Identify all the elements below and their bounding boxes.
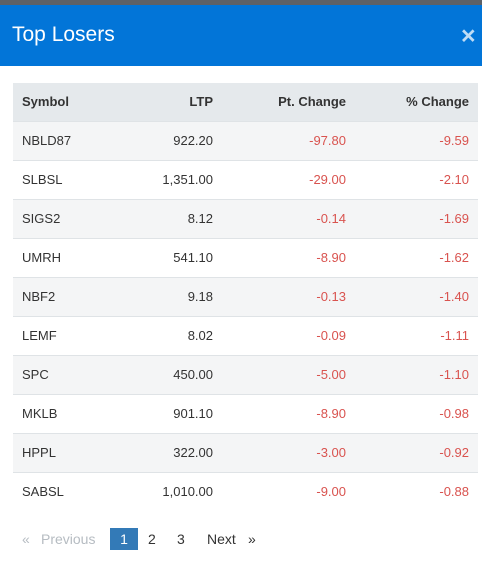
ltp-cell: 1,010.00 (162, 484, 213, 500)
table-row: SIGS2 8.12 -0.14 -1.69 (13, 199, 478, 238)
column-header-pct-change: % Change (406, 94, 469, 110)
table-row: SPC 450.00 -5.00 -1.10 (13, 355, 478, 394)
pct-change-cell: -1.62 (439, 250, 469, 265)
table-row: HPPL 322.00 -3.00 -0.92 (13, 433, 478, 472)
pt-change-cell: -0.13 (316, 289, 346, 304)
page-1-button[interactable]: 1 (110, 528, 138, 550)
symbol-cell: NBLD87 (22, 133, 72, 148)
ltp-cell: 1,351.00 (162, 172, 213, 187)
pct-change-cell: -0.88 (439, 484, 469, 500)
column-header-symbol: Symbol (22, 94, 69, 110)
symbol-cell: SLBSL (22, 172, 63, 187)
pt-change-cell: -3.00 (316, 445, 346, 460)
column-header-pt-change: Pt. Change (278, 94, 346, 110)
symbol-cell: SPC (22, 367, 49, 382)
symbol-cell: SABSL (22, 484, 64, 500)
ltp-cell: 922.20 (173, 133, 213, 148)
pct-change-cell: -0.98 (439, 406, 469, 421)
table-row: SABSL 1,010.00 -9.00 -0.88 (13, 472, 478, 511)
pct-change-cell: -0.92 (439, 445, 469, 460)
symbol-cell: LEMF (22, 328, 57, 343)
backdrop-strip (0, 0, 482, 5)
ltp-cell: 541.10 (173, 250, 213, 265)
symbol-cell: NBF2 (22, 289, 56, 304)
modal-title: Top Losers (12, 23, 115, 46)
previous-arrow-icon: « (22, 531, 30, 547)
ltp-cell: 322.00 (173, 445, 213, 460)
next-button[interactable]: Next (207, 531, 236, 547)
pt-change-cell: -8.90 (316, 250, 346, 265)
pct-change-cell: -9.59 (439, 133, 469, 148)
ltp-cell: 9.18 (187, 289, 213, 304)
pt-change-cell: -97.80 (309, 133, 346, 148)
symbol-cell: SIGS2 (22, 211, 61, 226)
next-arrow-icon[interactable]: » (248, 531, 256, 547)
pt-change-cell: -0.14 (316, 211, 346, 226)
close-icon[interactable]: × (461, 22, 476, 50)
ltp-cell: 450.00 (173, 367, 213, 382)
pct-change-cell: -1.40 (439, 289, 469, 304)
top-losers-table: Symbol LTP Pt. Change % Change NBLD87 92… (13, 83, 478, 511)
table-row: LEMF 8.02 -0.09 -1.11 (13, 316, 478, 355)
previous-button: Previous (41, 531, 96, 547)
column-header-ltp: LTP (189, 94, 213, 110)
pt-change-cell: -0.09 (316, 328, 346, 343)
pt-change-cell: -8.90 (316, 406, 346, 421)
table-row: MKLB 901.10 -8.90 -0.98 (13, 394, 478, 433)
table-header-row: Symbol LTP Pt. Change % Change (13, 83, 478, 121)
symbol-cell: MKLB (22, 406, 58, 421)
table-row: NBLD87 922.20 -97.80 -9.59 (13, 121, 478, 160)
pct-change-cell: -1.10 (439, 367, 469, 382)
table-row: UMRH 541.10 -8.90 -1.62 (13, 238, 478, 277)
pt-change-cell: -9.00 (316, 484, 346, 500)
table-row: NBF2 9.18 -0.13 -1.40 (13, 277, 478, 316)
modal-header: Top Losers × (0, 5, 482, 66)
page-3-button[interactable]: 3 (177, 531, 185, 547)
page-2-button[interactable]: 2 (148, 531, 156, 547)
pct-change-cell: -2.10 (439, 172, 469, 187)
ltp-cell: 8.02 (187, 328, 213, 343)
symbol-cell: HPPL (22, 445, 56, 460)
table-row: SLBSL 1,351.00 -29.00 -2.10 (13, 160, 478, 199)
pt-change-cell: -29.00 (309, 172, 346, 187)
ltp-cell: 901.10 (173, 406, 213, 421)
ltp-cell: 8.12 (187, 211, 213, 226)
pt-change-cell: -5.00 (316, 367, 346, 382)
symbol-cell: UMRH (22, 250, 61, 265)
pct-change-cell: -1.11 (440, 328, 469, 343)
pct-change-cell: -1.69 (439, 211, 469, 226)
